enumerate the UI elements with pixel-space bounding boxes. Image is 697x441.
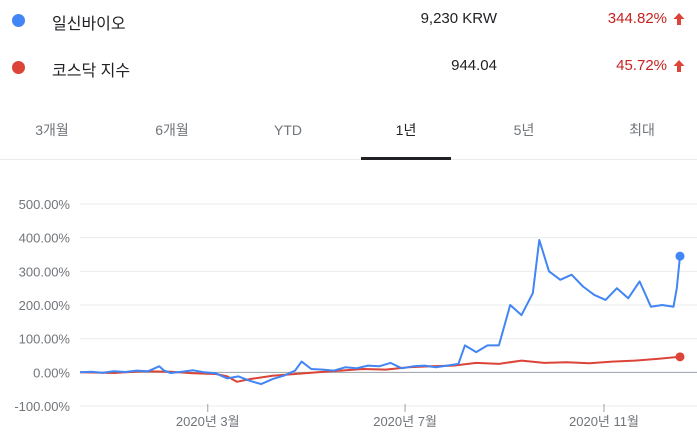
series-line-kosdaq	[79, 355, 681, 383]
tab-5-years[interactable]: 5년	[513, 122, 535, 138]
stock-price: 9,230 KRW	[420, 10, 497, 27]
index-value: 944.04	[451, 57, 497, 74]
arrow-up-icon	[673, 13, 685, 25]
tab-1-year[interactable]: 1년	[361, 104, 451, 160]
y-tick-label: -100.00%	[14, 399, 70, 414]
y-tick-label: 100.00%	[19, 332, 71, 347]
range-tabs: 3개월 6개월 YTD 1년 5년 최대	[0, 104, 697, 160]
index-name: 코스닥 지수	[52, 63, 131, 80]
x-tick-label: 2020년 11월	[569, 414, 639, 429]
legend-row-ilshin[interactable]: 일신바이오 9,230 KRW 344.82%	[0, 0, 697, 40]
series-end-marker-ilshin	[675, 251, 685, 261]
y-tick-label: 400.00%	[19, 231, 71, 246]
x-tick-label: 2020년 7월	[373, 414, 437, 429]
series-end-marker-kosdaq	[675, 352, 685, 362]
tab-3-months[interactable]: 3개월	[35, 122, 69, 138]
tab-ytd[interactable]: YTD	[274, 122, 302, 138]
series-line-ilshin	[79, 239, 681, 386]
stock-name: 일신바이오	[52, 16, 126, 33]
y-tick-label: 300.00%	[19, 264, 71, 279]
y-tick-label: 0.00%	[33, 365, 70, 380]
x-tick-label: 2020년 3월	[176, 414, 240, 429]
tab-max[interactable]: 최대	[629, 122, 655, 138]
arrow-up-icon	[673, 60, 685, 72]
y-tick-label: 500.00%	[19, 197, 71, 212]
index-change: 45.72%	[616, 57, 667, 74]
performance-chart[interactable]: 500.00% 400.00% 300.00% 200.00% 100.00% 0.00%…	[0, 180, 697, 441]
series-color-dot	[12, 14, 25, 27]
tab-6-months[interactable]: 6개월	[155, 122, 189, 138]
series-color-dot	[12, 61, 25, 74]
legend-row-kosdaq[interactable]: 코스닥 지수 944.04 45.72%	[0, 47, 697, 87]
y-tick-label: 200.00%	[19, 298, 71, 313]
stock-change: 344.82%	[607, 10, 667, 27]
